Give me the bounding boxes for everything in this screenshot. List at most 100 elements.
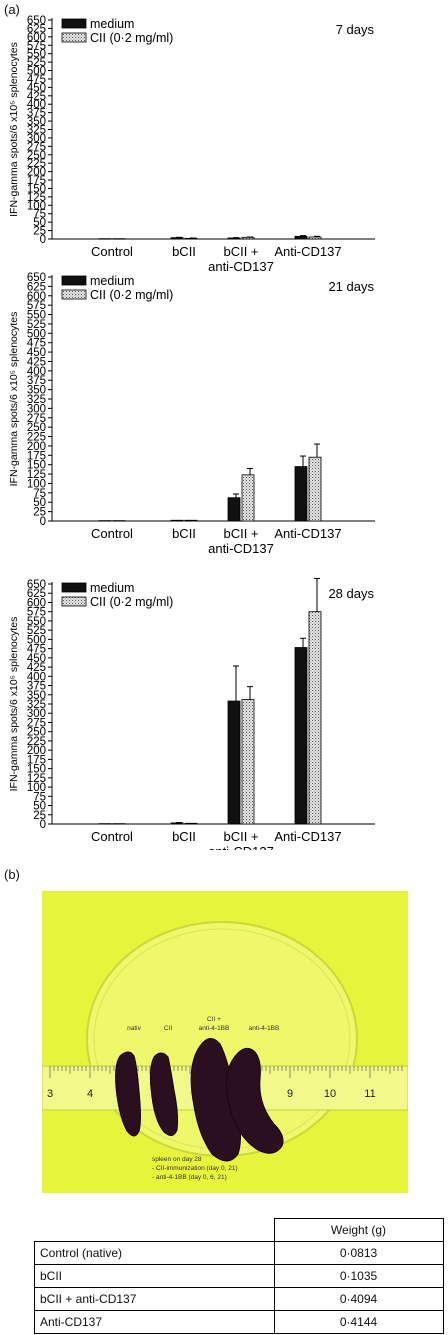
y-tick-label: 300 bbox=[27, 133, 46, 145]
table-row: bCII 0·1035 bbox=[34, 1264, 444, 1288]
x-tick-label: anti-CD137 bbox=[208, 844, 274, 850]
spleen-label: CII bbox=[164, 1025, 173, 1032]
row-value: 0·4144 bbox=[273, 1310, 444, 1334]
photo-caption-line: - CII-immunization (day 0, 21) bbox=[152, 1165, 238, 1172]
y-tick-label: 475 bbox=[27, 74, 46, 86]
y-tick-label: 400 bbox=[27, 99, 46, 111]
photo-caption-line: spleen on day 28 bbox=[152, 1156, 202, 1163]
y-tick-label: 0 bbox=[40, 234, 46, 246]
y-tick-label: 200 bbox=[27, 167, 46, 179]
y-tick-label: 100 bbox=[27, 200, 46, 212]
bar-cii bbox=[184, 519, 198, 522]
y-tick-label: 100 bbox=[27, 782, 46, 794]
y-tick-label: 200 bbox=[27, 745, 46, 757]
y-tick-label: 450 bbox=[27, 653, 46, 665]
legend-label-medium: medium bbox=[90, 274, 134, 288]
y-tick-label: 300 bbox=[27, 708, 46, 720]
spleen-label: anti-4-1BB bbox=[249, 1025, 280, 1032]
y-tick-label: 250 bbox=[27, 727, 46, 739]
y-tick-label: 500 bbox=[27, 66, 46, 78]
y-tick-label: 275 bbox=[27, 413, 46, 425]
y-tick-label: 150 bbox=[27, 460, 46, 472]
bar-medium bbox=[98, 823, 112, 825]
legend-swatch-cii bbox=[61, 596, 87, 607]
x-tick-label: Anti-CD137 bbox=[274, 244, 341, 259]
y-tick-label: 550 bbox=[27, 310, 46, 322]
y-tick-label: 450 bbox=[27, 82, 46, 94]
chart-7-days: IFN-gamma spots/6 x10⁵ splenocytes025507… bbox=[8, 15, 375, 272]
y-tick-label: 350 bbox=[27, 385, 46, 397]
weight-table: Weight (g) Control (native) 0·0813 bCII … bbox=[34, 1218, 444, 1334]
y-tick-label: 50 bbox=[33, 217, 46, 229]
y-axis-label: IFN-gamma spots/6 x10⁵ splenocytes bbox=[8, 42, 20, 217]
y-tick-label: 525 bbox=[27, 319, 46, 331]
table-row: Anti-CD137 0·4144 bbox=[34, 1310, 444, 1334]
bar-cii bbox=[308, 236, 322, 240]
x-tick-label: bCII + bbox=[223, 829, 258, 844]
legend-swatch-cii bbox=[61, 32, 87, 43]
y-tick-label: 500 bbox=[27, 328, 46, 340]
bar-medium bbox=[227, 700, 241, 825]
y-tick-label: 425 bbox=[27, 356, 46, 368]
bar-medium bbox=[294, 466, 308, 522]
y-tick-label: 525 bbox=[27, 57, 46, 69]
legend-swatch-medium bbox=[61, 582, 87, 593]
row-label: Control (native) bbox=[34, 1241, 275, 1265]
y-tick-label: 175 bbox=[27, 450, 46, 462]
row-label: bCII + anti-CD137 bbox=[34, 1287, 275, 1311]
bar-medium bbox=[170, 822, 184, 825]
y-tick-label: 625 bbox=[27, 23, 46, 35]
y-tick-label: 325 bbox=[27, 394, 46, 406]
bar-cii bbox=[112, 520, 126, 522]
legend-label-medium: medium bbox=[90, 17, 134, 31]
x-tick-label: bCII + bbox=[223, 244, 258, 259]
y-tick-label: 375 bbox=[27, 375, 46, 387]
spleen-photo: 34567891011nativCIICII +anti-4-1BBanti-4… bbox=[42, 891, 408, 1193]
y-tick-label: 300 bbox=[27, 403, 46, 415]
y-tick-label: 200 bbox=[27, 441, 46, 453]
y-tick-label: 100 bbox=[27, 478, 46, 490]
chart-28-days: IFN-gamma spots/6 x10⁵ splenocytes 025507… bbox=[8, 577, 375, 850]
legend-label-cii: CII (0·2 mg/ml) bbox=[90, 595, 173, 609]
bar-cii bbox=[112, 823, 126, 825]
bar-medium bbox=[294, 235, 308, 240]
bar-cii bbox=[241, 474, 255, 522]
y-tick-label: 0 bbox=[40, 516, 46, 528]
chart-title: 7 days bbox=[336, 22, 375, 37]
y-tick-label: 625 bbox=[27, 588, 46, 600]
ruler-number: 11 bbox=[364, 1088, 375, 1100]
bar-cii bbox=[184, 822, 198, 825]
ruler-number: 4 bbox=[87, 1088, 93, 1100]
y-tick-label: 0 bbox=[40, 819, 46, 831]
y-tick-label: 50 bbox=[33, 497, 46, 509]
y-tick-label: 175 bbox=[27, 754, 46, 766]
x-tick-label: bCII + bbox=[223, 526, 258, 541]
spleen bbox=[225, 1047, 284, 1154]
chart-title: 21 days bbox=[328, 279, 374, 294]
panel-a-label: (a) bbox=[4, 2, 20, 17]
bar-cii bbox=[308, 611, 322, 825]
y-tick-label: 375 bbox=[27, 108, 46, 120]
panel-b-label: (b) bbox=[4, 867, 20, 882]
y-tick-label: 400 bbox=[27, 671, 46, 683]
bar-medium bbox=[294, 647, 308, 825]
table-row: Control (native) 0·0813 bbox=[34, 1241, 444, 1265]
y-tick-label: 75 bbox=[33, 488, 46, 500]
legend-label-medium: medium bbox=[90, 581, 134, 595]
y-tick-label: 375 bbox=[27, 681, 46, 693]
bar-cii bbox=[241, 236, 255, 240]
bar-medium bbox=[98, 520, 112, 522]
y-tick-label: 25 bbox=[33, 507, 46, 519]
chart-21-days: IFN-gamma spots/6 x10⁵ splenocytes 025507… bbox=[8, 272, 375, 554]
y-tick-label: 625 bbox=[27, 281, 46, 293]
row-value: 0·0813 bbox=[273, 1241, 444, 1265]
ruler-number: 3 bbox=[47, 1088, 53, 1100]
table-row: bCII + anti-CD137 0·4094 bbox=[34, 1287, 444, 1311]
y-tick-label: 650 bbox=[27, 579, 46, 591]
y-tick-label: 325 bbox=[27, 125, 46, 137]
y-tick-label: 325 bbox=[27, 699, 46, 711]
chart-title: 28 days bbox=[328, 586, 374, 601]
spleen-label: nativ bbox=[127, 1025, 141, 1032]
photo-caption-line: - anti-4-1BB (day 0, 6, 21) bbox=[152, 1174, 227, 1181]
bar-medium bbox=[170, 237, 184, 240]
